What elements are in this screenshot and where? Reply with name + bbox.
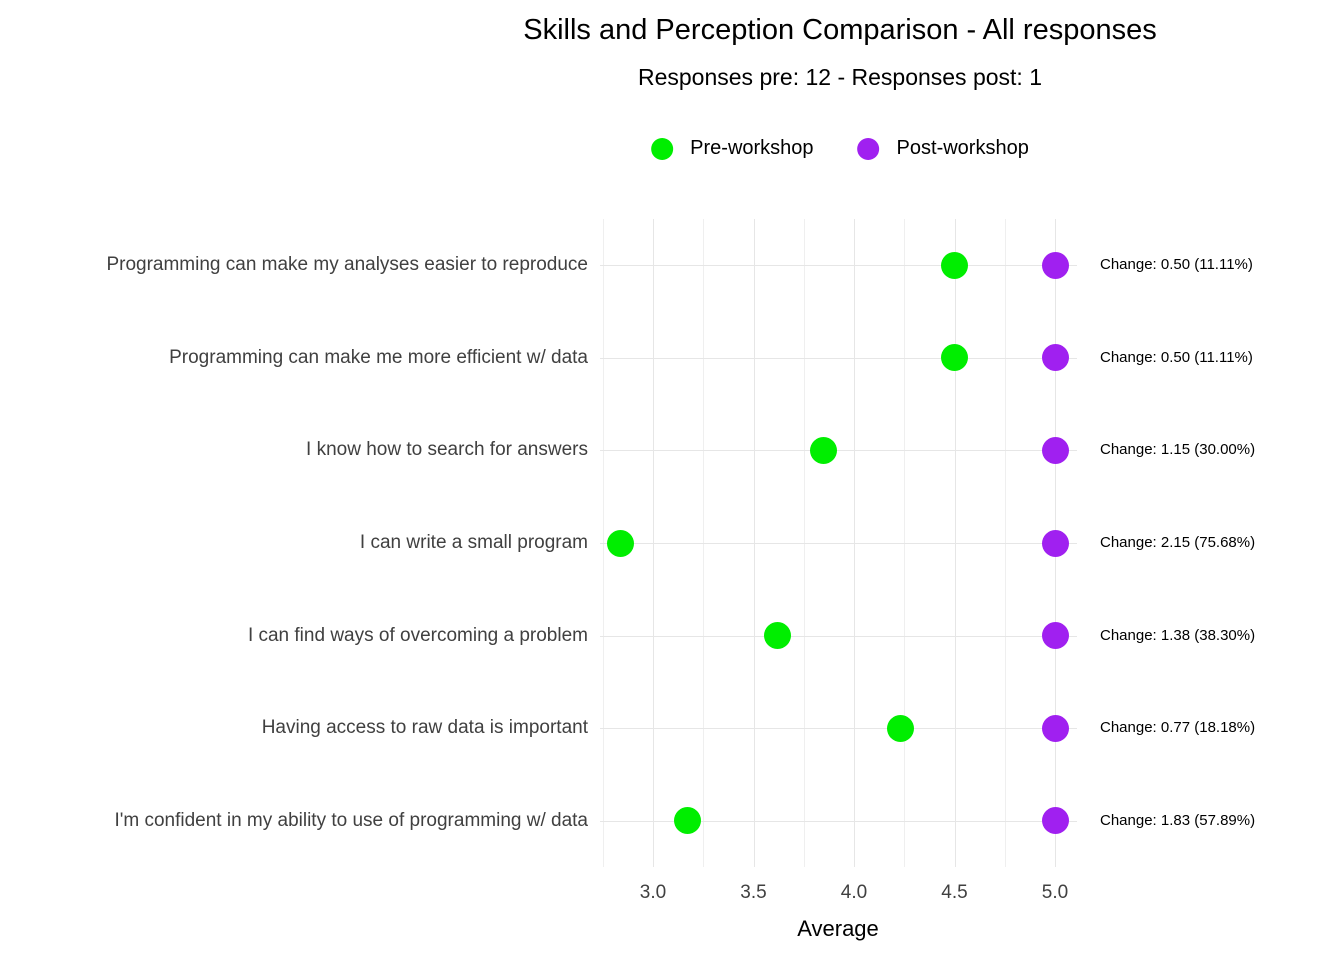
pre-workshop-point (941, 251, 968, 279)
pre-workshop-point (607, 529, 635, 557)
pre-workshop-point (810, 436, 838, 464)
pre-workshop-point (764, 622, 792, 650)
y-axis-label: Having access to raw data is important (261, 717, 588, 739)
legend-entry-pre: Pre-workshop (651, 137, 814, 160)
chart-title: Skills and Perception Comparison - All r… (523, 14, 1157, 46)
x-tick-label: 5.0 (1041, 882, 1069, 903)
post-workshop-point (1041, 344, 1069, 372)
change-annotation: Change: 0.50 (11.11%) (1100, 256, 1253, 274)
y-axis-label: I can find ways of overcoming a problem (247, 624, 588, 646)
change-annotation: Change: 1.38 (38.30%) (1100, 626, 1256, 644)
x-tick-label: 4.0 (840, 882, 868, 903)
pre-workshop-point (673, 807, 701, 835)
gridline-row (600, 820, 1077, 822)
legend-label-post: Post-workshop (896, 137, 1029, 159)
gridline-row (600, 728, 1077, 730)
x-tick-label: 4.5 (941, 882, 968, 903)
y-axis-label: Programming can make me more efficient w… (169, 346, 588, 368)
change-annotation: Change: 0.77 (18.18%) (1100, 719, 1256, 737)
y-axis-label: I know how to search for answers (306, 439, 588, 461)
y-axis-label: I'm confident in my ability to use of pr… (114, 809, 588, 831)
post-workshop-point (1041, 714, 1069, 742)
x-axis-title: Average (797, 916, 879, 941)
post-workshop-point (1041, 807, 1069, 835)
legend-entry-post: Post-workshop (857, 137, 1029, 160)
x-tick-label: 3.0 (639, 882, 667, 903)
change-annotation: Change: 2.15 (75.68%) (1100, 534, 1256, 551)
gridline-row (600, 543, 1077, 544)
change-annotation: Change: 1.83 (57.89%) (1100, 811, 1256, 829)
y-axis-label: I can write a small program (359, 532, 588, 553)
chart-legend: Pre-workshop Post-workshop (651, 137, 1029, 160)
post-workshop-point (1041, 251, 1069, 279)
pre-workshop-dot-icon (651, 137, 674, 160)
legend-label-pre: Pre-workshop (690, 137, 814, 159)
change-annotation: Change: 0.50 (11.11%) (1100, 348, 1253, 366)
post-workshop-point (1041, 622, 1069, 650)
post-workshop-point (1041, 436, 1069, 464)
gridline-row (600, 450, 1077, 452)
pre-workshop-point (886, 714, 914, 742)
gridline-row (600, 635, 1077, 637)
pre-workshop-point (941, 344, 968, 372)
gridline-row (600, 265, 1077, 267)
gridline-row (600, 357, 1077, 359)
post-workshop-point (1041, 529, 1069, 557)
chart-subtitle: Responses pre: 12 - Responses post: 1 (637, 64, 1043, 90)
y-axis-label: Programming can make my analyses easier … (106, 254, 588, 276)
change-annotation: Change: 1.15 (30.00%) (1100, 441, 1256, 459)
post-workshop-dot-icon (857, 137, 880, 160)
x-tick-label: 3.5 (740, 882, 767, 903)
